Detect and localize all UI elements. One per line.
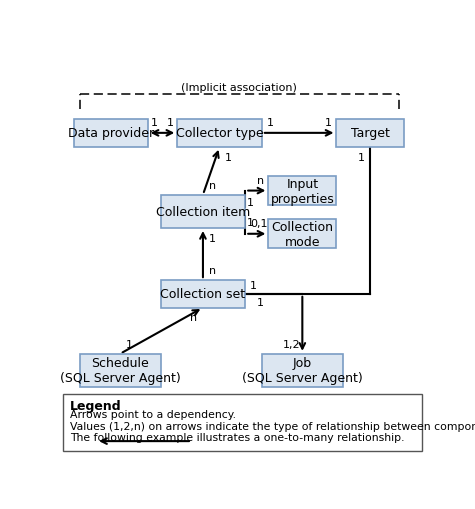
Text: Collection
mode: Collection mode xyxy=(271,220,333,248)
Text: Target: Target xyxy=(351,127,390,140)
Text: Legend: Legend xyxy=(70,399,121,412)
Text: 1: 1 xyxy=(250,280,257,291)
Bar xyxy=(63,394,422,451)
Text: 1,2: 1,2 xyxy=(283,340,300,349)
FancyBboxPatch shape xyxy=(74,120,148,148)
Text: 1: 1 xyxy=(266,118,274,128)
FancyBboxPatch shape xyxy=(268,177,336,206)
Text: Collection set: Collection set xyxy=(161,288,246,301)
Text: 1: 1 xyxy=(209,234,216,243)
Text: (Implicit association): (Implicit association) xyxy=(181,83,297,93)
Text: 1: 1 xyxy=(256,297,264,307)
Text: Collection item: Collection item xyxy=(156,206,250,218)
Text: 1: 1 xyxy=(247,218,254,228)
Text: 0,1: 0,1 xyxy=(250,218,268,229)
Text: 1: 1 xyxy=(358,153,365,162)
Text: 1: 1 xyxy=(225,153,232,162)
Text: n: n xyxy=(190,313,197,323)
Text: Data provider: Data provider xyxy=(68,127,154,140)
Text: n: n xyxy=(209,181,216,190)
FancyBboxPatch shape xyxy=(161,195,245,229)
FancyBboxPatch shape xyxy=(262,354,343,387)
Text: n: n xyxy=(257,175,265,185)
FancyBboxPatch shape xyxy=(80,354,161,387)
FancyBboxPatch shape xyxy=(336,120,405,148)
Text: Input
properties: Input properties xyxy=(270,177,334,205)
Text: Values (1,2,n) on arrows indicate the type of relationship between components.: Values (1,2,n) on arrows indicate the ty… xyxy=(70,421,475,431)
Text: 1: 1 xyxy=(151,118,158,128)
Text: 1: 1 xyxy=(247,197,254,207)
Text: 1: 1 xyxy=(126,340,133,349)
Text: 1: 1 xyxy=(167,118,174,128)
FancyBboxPatch shape xyxy=(177,120,262,148)
Text: Arrows point to a dependency.: Arrows point to a dependency. xyxy=(70,409,236,419)
FancyBboxPatch shape xyxy=(161,280,245,308)
Text: Job
(SQL Server Agent): Job (SQL Server Agent) xyxy=(242,357,363,385)
Text: The following example illustrates a one-to-many relationship.: The following example illustrates a one-… xyxy=(70,433,404,443)
FancyBboxPatch shape xyxy=(268,219,336,249)
Text: 1: 1 xyxy=(325,118,332,128)
Text: n: n xyxy=(209,266,216,276)
Text: Collector type: Collector type xyxy=(176,127,263,140)
Text: n: n xyxy=(91,429,98,439)
Text: 1: 1 xyxy=(190,429,197,439)
Text: Schedule
(SQL Server Agent): Schedule (SQL Server Agent) xyxy=(60,357,180,385)
